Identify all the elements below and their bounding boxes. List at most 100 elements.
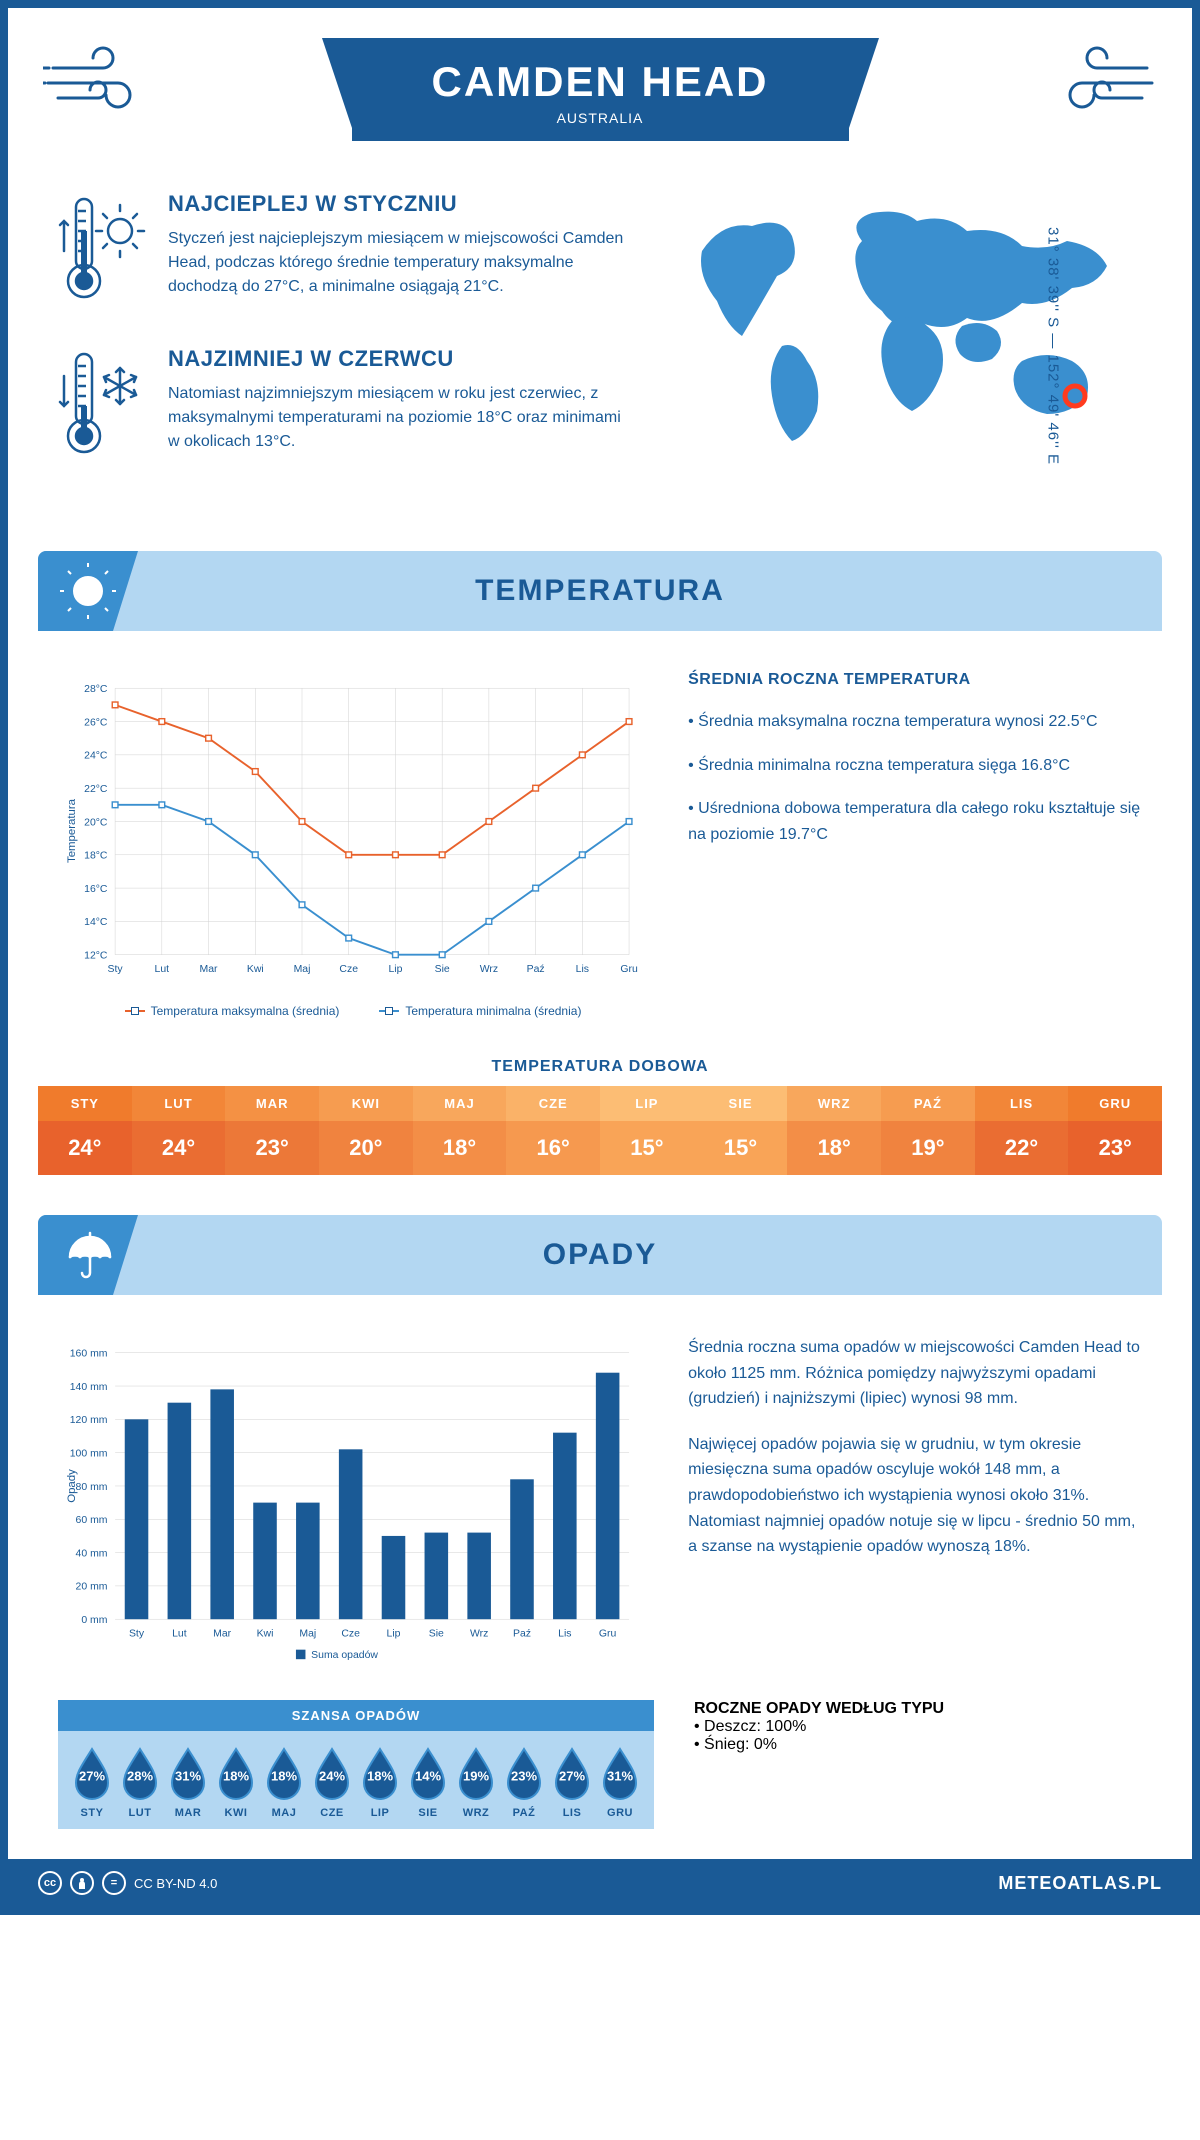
chance-cell: 18% MAJ bbox=[260, 1745, 308, 1819]
raindrop-icon: 28% bbox=[116, 1745, 164, 1801]
daily-temp-title: TEMPERATURA DOBOWA bbox=[8, 1058, 1192, 1076]
chance-value: 23% bbox=[511, 1768, 537, 1783]
chance-value: 18% bbox=[223, 1768, 249, 1783]
precipitation-banner: OPADY bbox=[38, 1215, 1162, 1295]
daily-value: 18° bbox=[787, 1121, 881, 1175]
chance-value: 28% bbox=[127, 1768, 153, 1783]
coordinates-label: 31° 38' 39'' S — 152° 49' 46'' E bbox=[1045, 227, 1062, 465]
raindrop-icon: 24% bbox=[308, 1745, 356, 1801]
daily-cell: PAŹ 19° bbox=[881, 1086, 975, 1175]
warmest-block: NAJCIEPLEJ W STYCZNIU Styczeń jest najci… bbox=[58, 191, 632, 316]
daily-value: 19° bbox=[881, 1121, 975, 1175]
wind-icon bbox=[43, 43, 163, 123]
nd-icon: = bbox=[102, 1871, 126, 1895]
chance-cell: 23% PAŹ bbox=[500, 1745, 548, 1819]
svg-text:Sty: Sty bbox=[108, 964, 124, 975]
svg-text:Lip: Lip bbox=[387, 1628, 401, 1639]
chance-month: LUT bbox=[116, 1807, 164, 1819]
daily-value: 23° bbox=[1068, 1121, 1162, 1175]
chance-value: 19% bbox=[463, 1768, 489, 1783]
daily-value: 24° bbox=[38, 1121, 132, 1175]
temp-bullet: • Średnia minimalna roczna temperatura s… bbox=[688, 753, 1142, 779]
chance-month: GRU bbox=[596, 1807, 644, 1819]
intro-section: NAJCIEPLEJ W STYCZNIU Styczeń jest najci… bbox=[8, 161, 1192, 531]
daily-month: SIE bbox=[694, 1086, 788, 1121]
svg-text:0 mm: 0 mm bbox=[81, 1615, 107, 1626]
location-subtitle: AUSTRALIA bbox=[432, 110, 769, 126]
world-map-icon bbox=[662, 191, 1142, 451]
svg-text:Cze: Cze bbox=[339, 964, 358, 975]
chance-value: 31% bbox=[607, 1768, 633, 1783]
precipitation-bar-chart: 0 mm20 mm40 mm60 mm80 mm100 mm120 mm140 … bbox=[58, 1335, 648, 1680]
warmest-body: Styczeń jest najcieplejszym miesiącem w … bbox=[168, 227, 632, 299]
chance-cell: 31% GRU bbox=[596, 1745, 644, 1819]
temperature-legend: Temperatura maksymalna (średnia) Tempera… bbox=[58, 1004, 648, 1018]
svg-text:26°C: 26°C bbox=[84, 717, 108, 728]
raindrop-icon: 18% bbox=[356, 1745, 404, 1801]
temperature-heading: TEMPERATURA bbox=[475, 574, 725, 608]
raindrop-icon: 18% bbox=[212, 1745, 260, 1801]
daily-cell: LUT 24° bbox=[132, 1086, 226, 1175]
chance-value: 31% bbox=[175, 1768, 201, 1783]
footer: cc = CC BY-ND 4.0 METEOATLAS.PL bbox=[8, 1859, 1192, 1907]
svg-text:Maj: Maj bbox=[294, 964, 311, 975]
svg-text:40 mm: 40 mm bbox=[76, 1548, 108, 1559]
chance-month: STY bbox=[68, 1807, 116, 1819]
precip-type-rain: • Deszcz: 100% bbox=[694, 1718, 1142, 1736]
location-title: CAMDEN HEAD bbox=[432, 58, 769, 106]
temperature-summary: ŚREDNIA ROCZNA TEMPERATURA • Średnia mak… bbox=[688, 671, 1142, 1018]
chance-value: 27% bbox=[79, 1768, 105, 1783]
svg-text:Sie: Sie bbox=[435, 964, 450, 975]
precipitation-heading: OPADY bbox=[543, 1238, 657, 1272]
daily-month: LIP bbox=[600, 1086, 694, 1121]
raindrop-icon: 19% bbox=[452, 1745, 500, 1801]
raindrop-icon: 31% bbox=[164, 1745, 212, 1801]
legend-max: Temperatura maksymalna (średnia) bbox=[125, 1004, 340, 1018]
daily-cell: GRU 23° bbox=[1068, 1086, 1162, 1175]
svg-text:Kwi: Kwi bbox=[247, 964, 264, 975]
daily-cell: MAJ 18° bbox=[413, 1086, 507, 1175]
svg-text:18°C: 18°C bbox=[84, 851, 108, 862]
svg-text:24°C: 24°C bbox=[84, 751, 108, 762]
coldest-body: Natomiast najzimniejszym miesiącem w rok… bbox=[168, 382, 632, 454]
rain-chance-box: SZANSA OPADÓW 27% STY 28% LUT 31% MAR 18… bbox=[58, 1700, 654, 1829]
chance-month: PAŹ bbox=[500, 1807, 548, 1819]
svg-text:Cze: Cze bbox=[341, 1628, 360, 1639]
daily-month: GRU bbox=[1068, 1086, 1162, 1121]
daily-value: 18° bbox=[413, 1121, 507, 1175]
world-map-column: 31° 38' 39'' S — 152° 49' 46'' E bbox=[662, 191, 1142, 501]
svg-text:140 mm: 140 mm bbox=[70, 1382, 108, 1393]
chance-cell: 31% MAR bbox=[164, 1745, 212, 1819]
chance-value: 24% bbox=[319, 1768, 345, 1783]
chance-cell: 27% STY bbox=[68, 1745, 116, 1819]
daily-value: 20° bbox=[319, 1121, 413, 1175]
chance-month: WRZ bbox=[452, 1807, 500, 1819]
chance-value: 18% bbox=[271, 1768, 297, 1783]
daily-month: MAR bbox=[225, 1086, 319, 1121]
svg-text:Maj: Maj bbox=[299, 1628, 316, 1639]
svg-text:120 mm: 120 mm bbox=[70, 1415, 108, 1426]
daily-value: 15° bbox=[694, 1121, 788, 1175]
svg-text:Lis: Lis bbox=[558, 1628, 571, 1639]
header: CAMDEN HEAD AUSTRALIA bbox=[8, 8, 1192, 161]
svg-text:Paź: Paź bbox=[513, 1628, 531, 1639]
chance-value: 27% bbox=[559, 1768, 585, 1783]
infographic-page: CAMDEN HEAD AUSTRALIA bbox=[0, 0, 1200, 1915]
sun-icon bbox=[38, 551, 138, 631]
raindrop-icon: 27% bbox=[68, 1745, 116, 1801]
chance-value: 18% bbox=[367, 1768, 393, 1783]
svg-text:20 mm: 20 mm bbox=[76, 1582, 108, 1593]
umbrella-icon bbox=[38, 1215, 138, 1295]
daily-value: 23° bbox=[225, 1121, 319, 1175]
svg-text:Wrz: Wrz bbox=[470, 1628, 488, 1639]
site-name: METEOATLAS.PL bbox=[998, 1873, 1162, 1894]
temp-bullet: • Średnia maksymalna roczna temperatura … bbox=[688, 709, 1142, 735]
rain-chance-title: SZANSA OPADÓW bbox=[58, 1700, 654, 1731]
raindrop-icon: 23% bbox=[500, 1745, 548, 1801]
temp-summary-title: ŚREDNIA ROCZNA TEMPERATURA bbox=[688, 671, 1142, 689]
svg-text:80 mm: 80 mm bbox=[76, 1482, 108, 1493]
rain-chance-body: 27% STY 28% LUT 31% MAR 18% KWI bbox=[58, 1731, 654, 1829]
chance-month: KWI bbox=[212, 1807, 260, 1819]
daily-month: LUT bbox=[132, 1086, 226, 1121]
precip-type-title: ROCZNE OPADY WEDŁUG TYPU bbox=[694, 1700, 1142, 1718]
